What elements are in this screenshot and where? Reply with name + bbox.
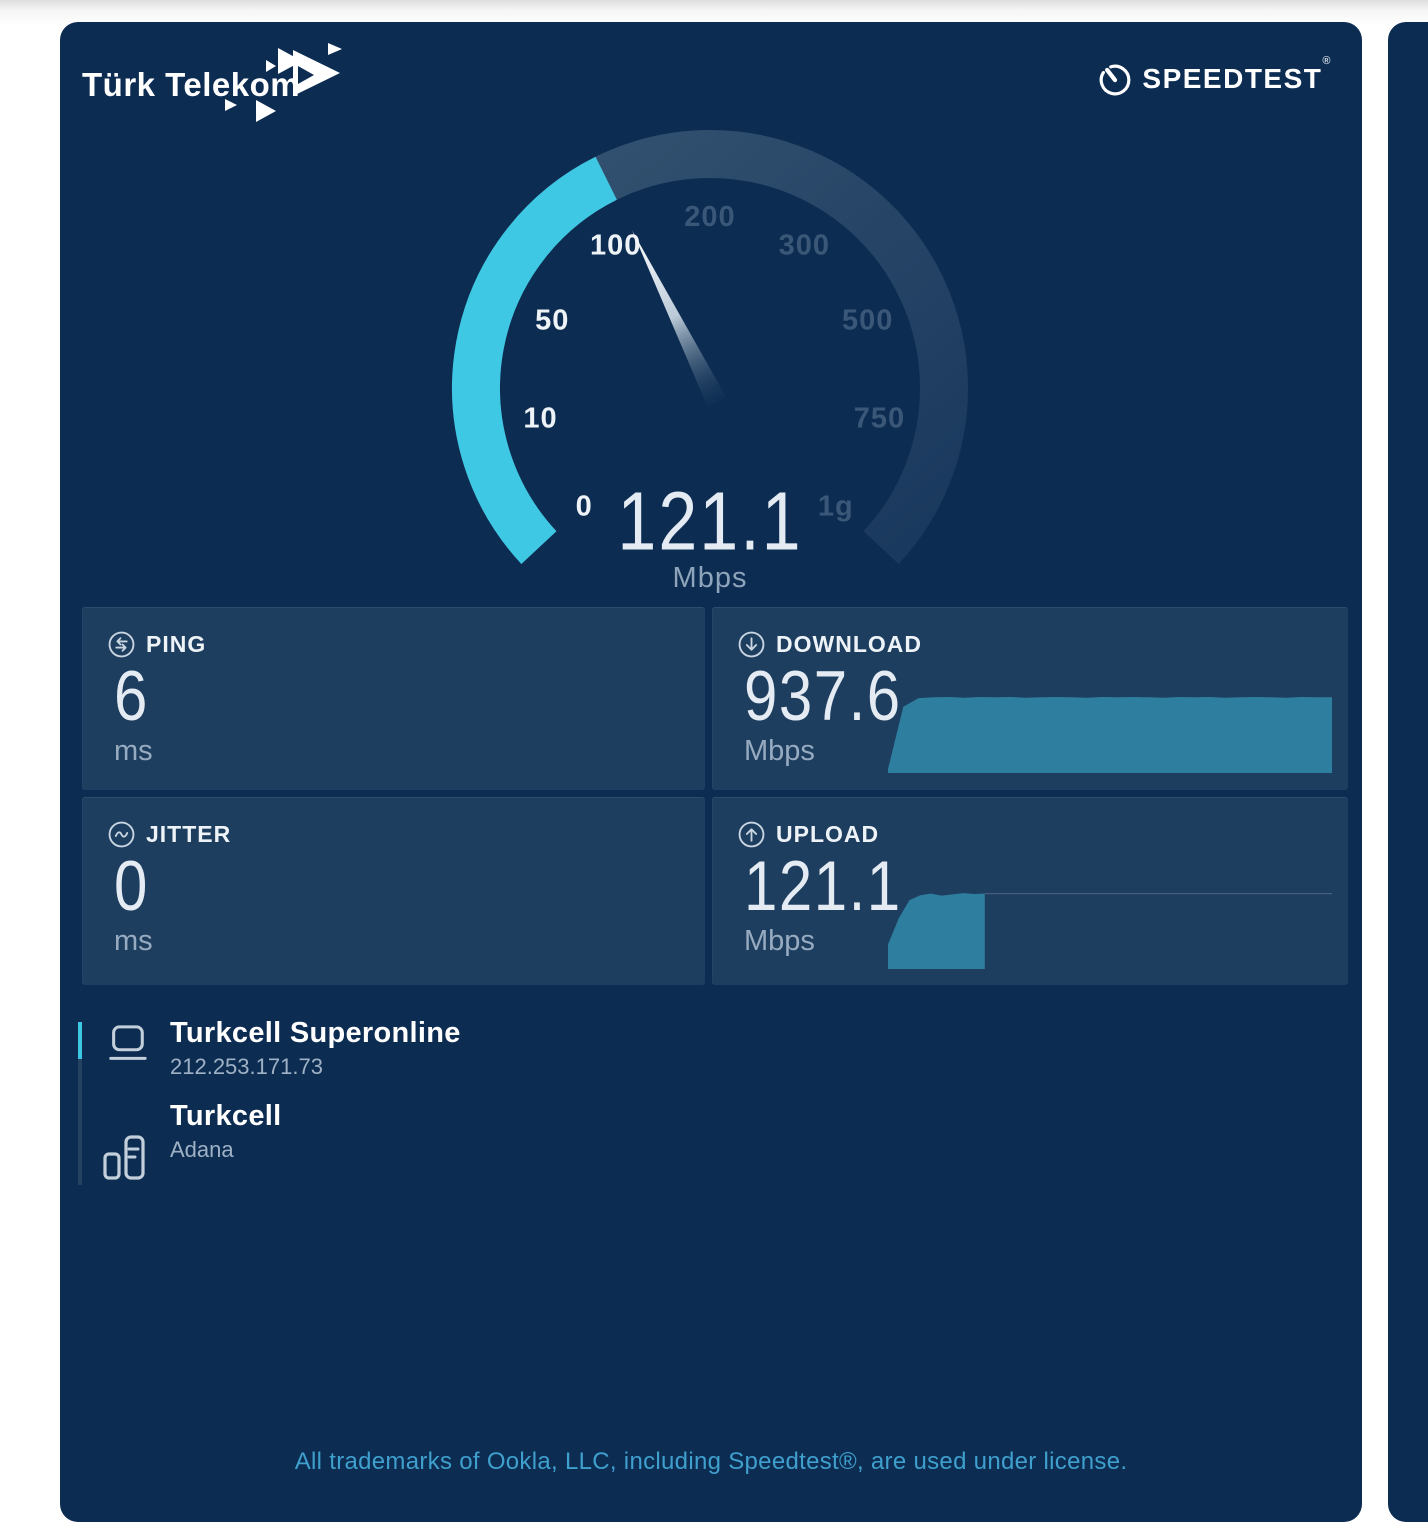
metric-label: JITTER (146, 821, 232, 847)
metric-unit: Mbps (744, 925, 815, 957)
speedtest-logo[interactable]: SPEEDTEST® (1098, 55, 1332, 96)
gauge-tick-label: 750 (854, 402, 905, 434)
brand-text: Türk Telekom (82, 66, 301, 103)
upload-panel: UPLOAD 121.1 Mbps (712, 797, 1348, 985)
metric-value: 121.1 (744, 846, 902, 926)
download-panel: DOWNLOAD 937.6 Mbps (712, 607, 1348, 790)
metric-unit: ms (114, 735, 153, 767)
brand-triangle-icon (328, 43, 342, 55)
brand-triangle-icon (298, 66, 314, 84)
metric-value: 937.6 (744, 656, 902, 736)
download-icon (738, 631, 765, 658)
isp-ip: 212.253.171.73 (170, 1054, 323, 1079)
jitter-panel: JITTER 0 ms (82, 797, 705, 985)
download-graph (888, 697, 1332, 773)
laptop-icon (109, 1025, 147, 1060)
metric-value: 0 (114, 846, 149, 926)
server-icon (103, 1135, 145, 1180)
isp-name: Turkcell Superonline (170, 1017, 461, 1049)
brand-triangle-icon (225, 99, 237, 111)
side-card-edge (1388, 22, 1428, 1522)
speed-gauge: 0 10 50 100 200 300 500 750 1g (452, 129, 968, 564)
jitter-icon (108, 821, 135, 848)
gauge-tick-label: 1g (818, 490, 854, 522)
gauge-tick-label: 300 (779, 229, 830, 261)
speedtest-gauge-icon (1100, 64, 1131, 96)
metric-value: 6 (114, 656, 149, 736)
upload-graph (888, 893, 1332, 969)
gauge-tick-label: 10 (523, 402, 557, 434)
metric-unit: Mbps (744, 735, 815, 767)
ping-icon (108, 631, 135, 658)
metric-panels: PING 6 ms DOWNLOAD 937.6 Mbps (82, 607, 1348, 985)
metric-label: UPLOAD (776, 821, 880, 847)
server-location: Adana (170, 1137, 234, 1162)
trademark-mark: ® (1322, 55, 1332, 67)
server-name: Turkcell (170, 1100, 282, 1132)
brand-triangle-icon (256, 100, 276, 122)
gauge-tick-label: 500 (842, 305, 893, 337)
metric-unit: ms (114, 925, 153, 957)
accent-bar (78, 1022, 82, 1059)
brand-triangle-icon (266, 60, 276, 72)
gauge-tick-label: 0 (576, 490, 593, 522)
gauge-tick-label: 50 (535, 305, 569, 337)
gauge-tick-label: 200 (684, 201, 735, 233)
gauge-value: 121.1 (617, 475, 803, 568)
metric-label: DOWNLOAD (776, 631, 922, 657)
upload-icon (738, 821, 765, 848)
speedtest-wordmark: SPEEDTEST® (1142, 55, 1332, 94)
ping-panel: PING 6 ms (82, 607, 705, 790)
accent-bar-track (78, 1059, 82, 1185)
metric-label: PING (146, 631, 207, 657)
main-card: Türk Telekom SPEEDTEST® 0 10 50 100 200 300 50… (60, 22, 1362, 1522)
gauge-tick-label: 100 (590, 229, 641, 261)
license-footer: All trademarks of Ookla, LLC, including … (294, 1448, 1128, 1475)
gauge-unit: Mbps (672, 562, 748, 594)
